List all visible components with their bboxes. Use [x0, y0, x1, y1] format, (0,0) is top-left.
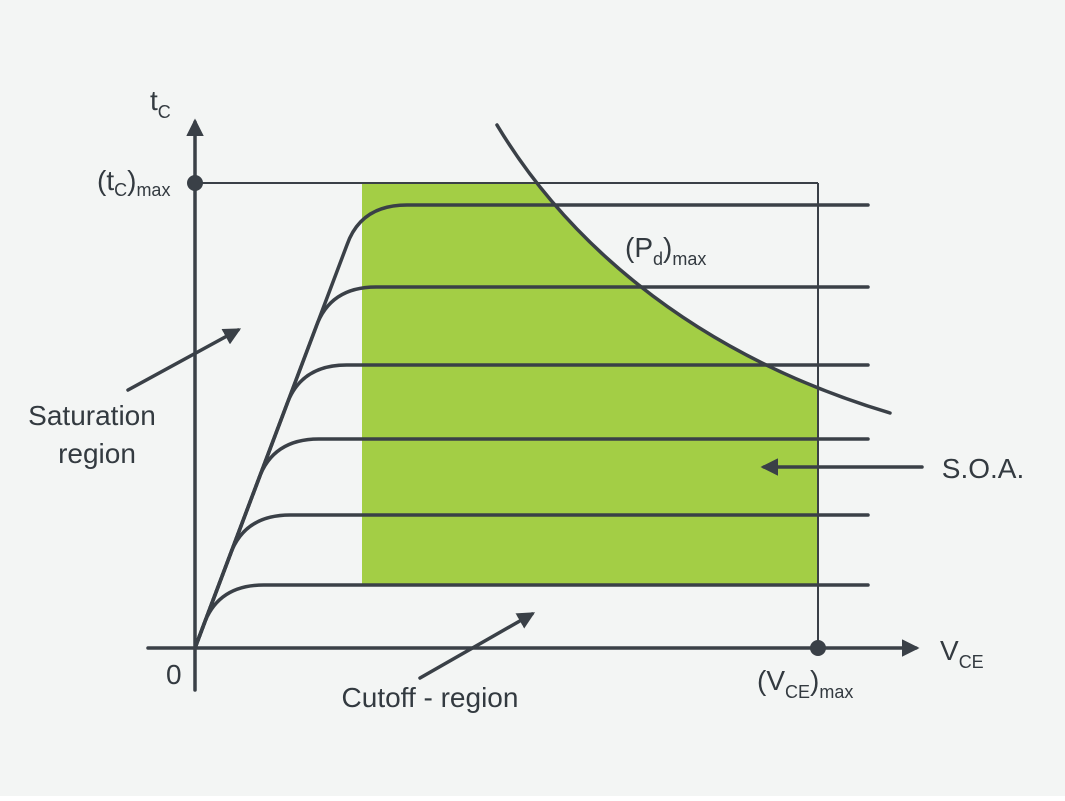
x-max-label: (VCE)max — [757, 665, 853, 702]
text: V — [940, 635, 959, 666]
subscript: C — [158, 102, 171, 122]
subscript: CE — [959, 652, 984, 672]
subscript: CE — [785, 682, 810, 702]
text: (V — [757, 665, 785, 696]
text: (P — [625, 232, 653, 263]
saturation-label: region — [58, 438, 136, 469]
text: t — [150, 85, 158, 116]
power-curve — [495, 123, 892, 415]
characteristic-curves — [193, 203, 870, 650]
characteristic-curve — [193, 285, 870, 650]
dot — [187, 175, 203, 191]
soa-label: S.O.A. — [942, 453, 1024, 484]
text: ) — [127, 165, 136, 196]
characteristic-curve — [193, 203, 870, 650]
characteristic-curve — [193, 513, 870, 650]
subscript: C — [114, 180, 127, 200]
power-label: (Pd)max — [625, 232, 706, 269]
arrow — [126, 328, 242, 392]
y-axis-label: tC — [150, 85, 171, 122]
y-max-label: (tC)max — [97, 165, 170, 199]
arrow — [418, 612, 536, 680]
saturation-label: Saturation — [28, 400, 156, 431]
characteristic-curve — [193, 437, 870, 650]
text: ) — [810, 665, 819, 696]
cutoff-label: Cutoff - region — [342, 682, 519, 713]
text: ) — [663, 232, 672, 263]
subscript: max — [136, 180, 170, 200]
x-axis-label: VCE — [940, 635, 984, 672]
dot — [810, 640, 826, 656]
subscript: d — [653, 249, 663, 269]
origin-label: 0 — [166, 659, 182, 690]
subscript: max — [672, 249, 706, 269]
subscript: max — [819, 682, 853, 702]
characteristic-curve — [193, 363, 870, 650]
text: (t — [97, 165, 114, 196]
characteristic-curve — [193, 583, 870, 650]
